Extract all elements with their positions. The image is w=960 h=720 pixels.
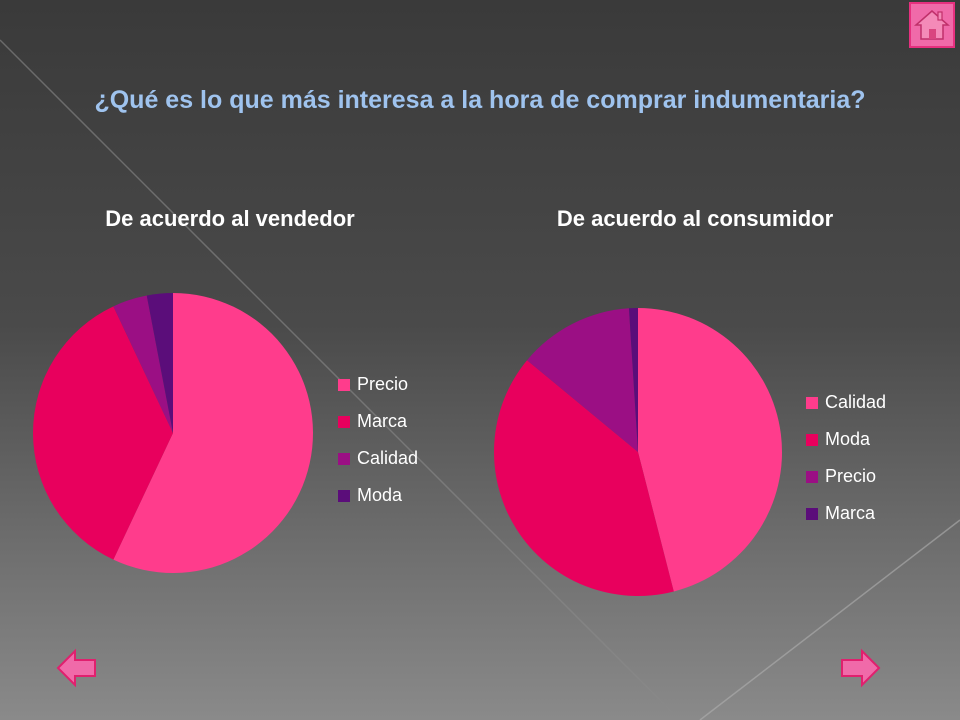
legend-label: Calidad — [357, 448, 419, 468]
pie-slice-precio — [527, 308, 638, 452]
legend-label: Calidad — [825, 392, 887, 412]
legend-item: Marca — [806, 495, 886, 532]
legend-item: Precio — [338, 366, 418, 403]
legend-item: Moda — [806, 421, 886, 458]
legend-swatch — [806, 507, 818, 520]
legend-swatch — [338, 489, 350, 502]
legend-swatch — [338, 452, 350, 465]
legend-label: Precio — [357, 374, 409, 394]
legend-swatch — [806, 470, 818, 483]
legend-swatch — [338, 415, 350, 428]
chart-title-vendedor: De acuerdo al vendedor — [105, 206, 355, 231]
legend-swatch — [338, 378, 350, 391]
pie-slice-calidad — [113, 295, 173, 433]
pie-slice-marca — [628, 308, 638, 452]
legend-item: Moda — [338, 477, 418, 514]
left-arrow-icon — [56, 648, 96, 688]
legend-item: Marca — [338, 403, 418, 440]
legend-label: Marca — [357, 411, 408, 431]
previous-slide-button[interactable] — [55, 646, 99, 690]
legend-label: Moda — [357, 485, 403, 505]
pie-slice-marca — [33, 306, 173, 560]
legend-label: Marca — [825, 503, 876, 523]
legend-item: Calidad — [338, 440, 418, 477]
pie-slice-calidad — [638, 308, 782, 592]
legend-item: Calidad — [806, 384, 886, 421]
legend-swatch — [806, 396, 818, 409]
pie-slice-moda — [146, 293, 173, 433]
pie-slice-precio — [113, 293, 313, 573]
page-title: ¿Qué es lo que más interesa a la hora de… — [94, 86, 866, 114]
next-slide-button[interactable] — [838, 646, 882, 690]
chart-title-consumidor: De acuerdo al consumidor — [556, 206, 834, 231]
legend-label: Precio — [825, 466, 877, 486]
pie-slice-moda — [493, 360, 674, 596]
legend-vendedor: Precio Marca Calidad Moda — [338, 366, 418, 514]
legend-label: Moda — [825, 429, 871, 449]
legend-consumidor: Calidad Moda Precio Marca — [806, 384, 886, 532]
legend-item: Precio — [806, 458, 886, 495]
legend-swatch — [806, 433, 818, 446]
home-icon — [914, 10, 950, 40]
home-button[interactable] — [909, 2, 955, 48]
right-arrow-icon — [841, 648, 881, 688]
